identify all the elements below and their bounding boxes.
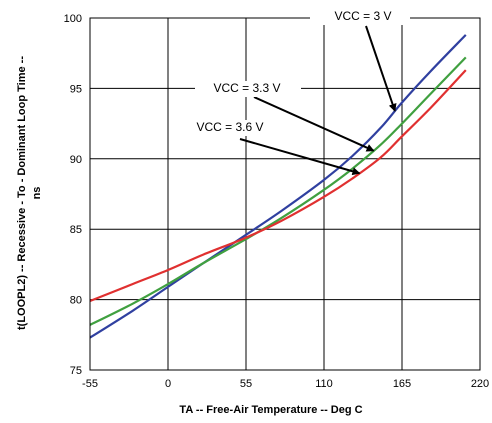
x-tick-label: 0 bbox=[165, 378, 171, 390]
y-tick-label: 90 bbox=[70, 154, 82, 166]
x-tick-label: 110 bbox=[315, 378, 333, 390]
annotation-vcc-3-6v-label: VCC = 3.6 V bbox=[196, 120, 263, 134]
y-tick-label: 75 bbox=[70, 365, 82, 377]
y-tick-label: 100 bbox=[64, 13, 82, 25]
annotation-vcc-3-3v-arrow bbox=[253, 96, 375, 152]
x-tick-label: -55 bbox=[82, 378, 98, 390]
y-axis-title: t(LOOPL2) -- Recessive - To - Dominant L… bbox=[16, 56, 28, 330]
series-line-vcc-3-6v bbox=[89, 69, 467, 303]
x-tick-labels: -55 0 55 110 165 220 bbox=[82, 378, 489, 390]
series-group bbox=[89, 34, 467, 339]
annotation-vcc-3-6v-arrow bbox=[239, 138, 361, 176]
y-tick-labels: 75 80 85 90 95 100 bbox=[64, 13, 82, 377]
annotation-vcc-3-3v-label: VCC = 3.3 V bbox=[213, 81, 280, 95]
annotation-vcc-3-3v-background bbox=[195, 81, 301, 97]
x-tick-label: 220 bbox=[471, 378, 489, 390]
annotation-vcc-3v-arrow bbox=[365, 25, 397, 112]
y-tick-label: 80 bbox=[70, 295, 82, 307]
plot-frame bbox=[89, 17, 481, 371]
annotation-vcc-3-6v-background bbox=[181, 120, 281, 136]
annotations: VCC = 3 V VCC = 3.3 V VCC = 3.6 V bbox=[181, 8, 410, 176]
y-axis-unit: ns bbox=[31, 187, 43, 200]
y-tick-label: 85 bbox=[70, 224, 82, 236]
x-axis-title: TA -- Free-Air Temperature -- Deg C bbox=[179, 404, 362, 416]
annotation-vcc-3v-background bbox=[310, 8, 410, 25]
x-tick-label: 165 bbox=[393, 378, 411, 390]
y-tick-label: 95 bbox=[70, 83, 82, 95]
series-line-vcc-3-3v bbox=[89, 56, 467, 326]
annotation-vcc-3v-label: VCC = 3 V bbox=[334, 9, 391, 23]
x-tick-label: 55 bbox=[240, 378, 252, 390]
series-line-vcc-3v bbox=[89, 34, 467, 339]
